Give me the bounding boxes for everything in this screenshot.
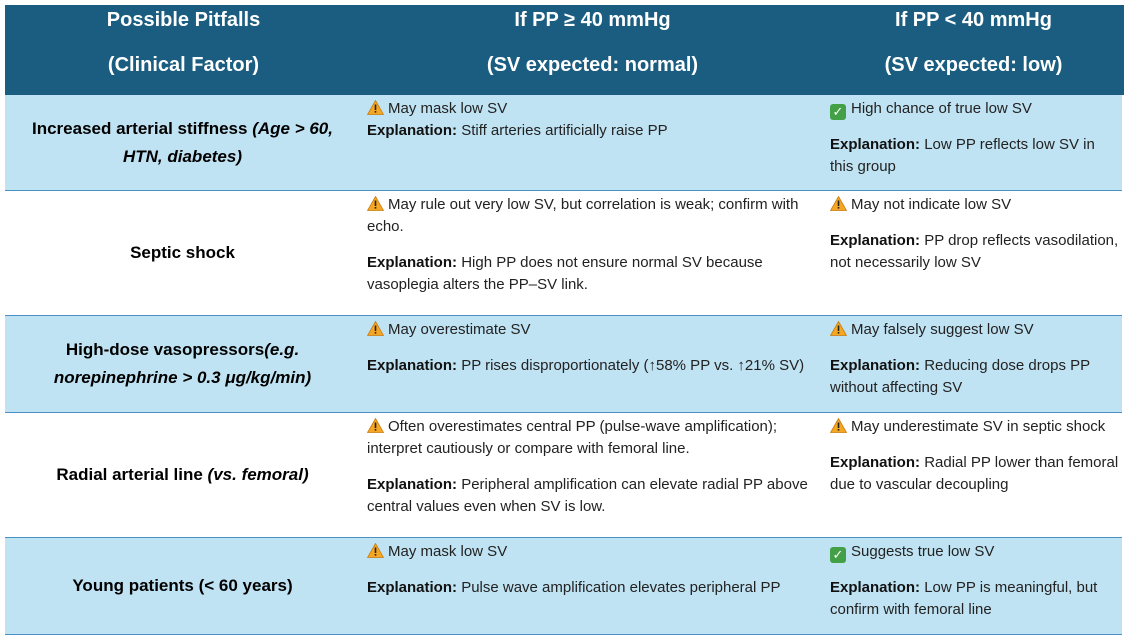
table-row: High-dose vasopressors(e.g. norepinephri… [5,316,1122,413]
table-row: Septic shock May rule out very low SV, b… [5,191,1122,316]
factor-qualifier: (e.g. norepinephrine > 0.3 μg/kg/min) [53,340,312,387]
pp-low-cell: May not indicate low SV Explanation: PP … [829,194,1120,274]
explanation-label: Explanation: [830,454,921,471]
explanation-label: Explanation: [367,579,458,596]
check-icon: ✓ [830,104,846,120]
explanation-label: Explanation: [367,122,458,139]
table-row: Young patients (< 60 years) May mask low… [5,538,1122,635]
low-note: High chance of true low SV [851,100,1032,117]
table-row: Increased arterial stiffness (Age > 60, … [5,95,1122,191]
explanation-label: Explanation: [367,476,458,493]
pp-high-cell: May mask low SV Explanation: Stiff arter… [366,98,812,142]
explanation-label: Explanation: [830,357,921,374]
header-col2-line1: If PP ≥ 40 mmHg [514,9,671,31]
explanation-label: Explanation: [367,254,458,271]
warning-icon [366,417,385,433]
explanation-label: Explanation: [830,579,921,596]
high-explanation: Stiff arteries artificially raise PP [461,122,668,139]
pp-low-cell: ✓ Suggests true low SV Explanation: Low P… [830,541,1120,621]
factor-label: Septic shock [130,243,235,262]
factor-label: High-dose vasopressors [65,340,265,359]
header-clinical-factor: Possible Pitfalls (Clinical Factor) [5,5,362,95]
warning-icon [366,542,385,558]
high-explanation: Peripheral amplification can elevate rad… [367,476,808,515]
warning-icon [829,417,848,433]
header-pp-high: If PP ≥ 40 mmHg (SV expected: normal) [362,5,823,95]
header-col1-line2: (Clinical Factor) [107,54,260,76]
clinical-factor-cell: Young patients (< 60 years) [5,538,360,634]
table-row: Radial arterial line (vs. femoral) Often… [5,413,1122,538]
pp-high-cell: May mask low SV Explanation: Pulse wave … [366,541,812,599]
low-explanation: Radial PP lower than femoral due to vasc… [830,454,1119,493]
high-note: Often overestimates central PP (pulse-wa… [367,418,778,457]
low-note: May not indicate low SV [851,196,1012,213]
warning-icon [366,195,385,211]
low-explanation: Low PP reflects low SV in this group [830,136,1095,175]
warning-icon [366,99,385,115]
factor-qualifier: (Age > 60, HTN, diabetes) [122,118,333,166]
factor-label: Radial arterial line [56,465,203,484]
high-note: May mask low SV [388,100,508,117]
pp-low-cell: May underestimate SV in septic shock Exp… [829,416,1120,496]
check-icon: ✓ [830,547,846,563]
pp-high-cell: May rule out very low SV, but correlatio… [366,194,812,296]
pp-high-cell: May overestimate SV Explanation: PP rise… [366,319,812,377]
pp-high-cell: Often overestimates central PP (pulse-wa… [366,416,812,518]
factor-label: Young patients (< 60 years) [72,576,293,595]
header-col3-line1: If PP < 40 mmHg [895,9,1052,31]
explanation-label: Explanation: [830,136,921,153]
high-explanation: High PP does not ensure normal SV becaus… [367,254,763,293]
clinical-factor-cell: Radial arterial line (vs. femoral) [5,413,360,537]
explanation-label: Explanation: [830,232,921,249]
high-note: May overestimate SV [388,321,531,338]
factor-qualifier: (vs. femoral) [207,465,309,484]
table-header: Possible Pitfalls (Clinical Factor) If P… [5,5,1124,95]
high-explanation: Pulse wave amplification elevates periph… [461,579,781,596]
pp-low-cell: May falsely suggest low SV Explanation: … [829,319,1120,399]
header-col3-line2: (SV expected: low) [884,54,1063,76]
header-pp-low: If PP < 40 mmHg (SV expected: low) [823,5,1124,95]
header-col1-line1: Possible Pitfalls [106,9,261,31]
low-explanation: Low PP is meaningful, but confirm with f… [830,579,1098,618]
high-note: May mask low SV [388,543,508,560]
clinical-factor-cell: High-dose vasopressors(e.g. norepinephri… [5,316,360,412]
clinical-factor-cell: Septic shock [5,191,360,315]
explanation-label: Explanation: [367,357,458,374]
low-explanation: Reducing dose drops PP without affecting… [830,357,1090,396]
low-note: May underestimate SV in septic shock [851,418,1106,435]
pp-low-cell: ✓ High chance of true low SV Explanation:… [830,98,1120,178]
warning-icon [366,320,385,336]
low-note: May falsely suggest low SV [851,321,1034,338]
warning-icon [829,320,848,336]
header-col2-line2: (SV expected: normal) [486,54,699,76]
low-explanation: PP drop reflects vasodilation, not neces… [830,232,1119,271]
clinical-factor-cell: Increased arterial stiffness (Age > 60, … [5,95,360,190]
low-note: Suggests true low SV [851,543,995,560]
warning-icon [829,195,848,211]
high-explanation: PP rises disproportionately (↑58% PP vs.… [461,357,805,374]
high-note: May rule out very low SV, but correlatio… [367,196,799,235]
factor-label: Increased arterial stiffness [32,118,248,138]
